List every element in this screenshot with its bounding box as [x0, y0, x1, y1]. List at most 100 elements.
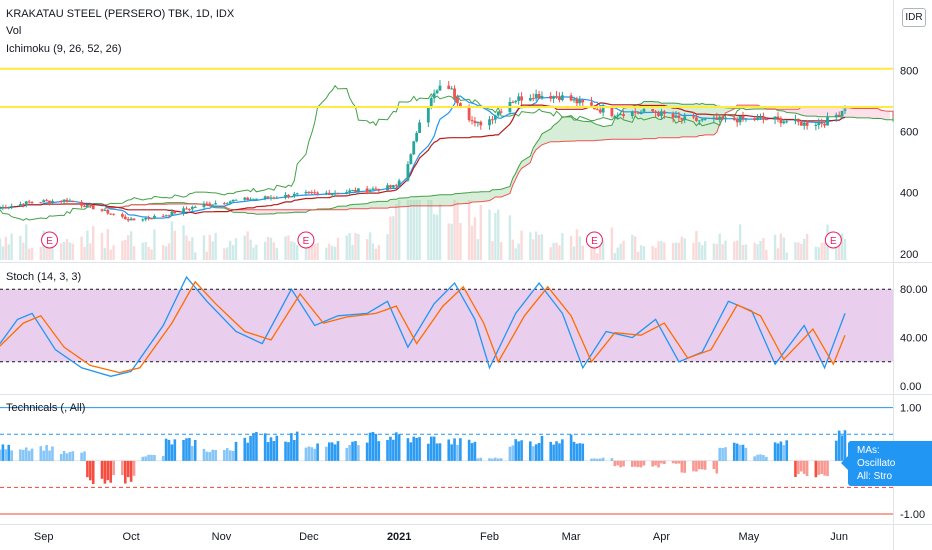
volume-bar [328, 243, 331, 260]
volume-bar [83, 246, 86, 260]
legend-ichimoku[interactable]: Ichimoku (9, 26, 52, 26) [6, 43, 122, 55]
volume-bar [459, 222, 462, 260]
volume-bar [430, 200, 433, 260]
candle-body [453, 88, 456, 98]
volume-bar [534, 231, 538, 260]
technicals-bar [354, 441, 357, 461]
technicals-bar [520, 440, 523, 461]
candle-body [447, 85, 451, 89]
cloud-segment [367, 202, 371, 209]
cloud-segment [247, 209, 251, 214]
volume-bar [622, 240, 625, 260]
price-tick-label: 400 [900, 188, 918, 200]
cloud-segment [460, 192, 470, 204]
technicals-bar [476, 458, 480, 461]
volume-bar [634, 236, 637, 260]
cloud-segment [518, 161, 522, 173]
technicals-bar [718, 447, 722, 461]
legend-technicals[interactable]: Technicals (, All) [6, 402, 86, 414]
volume-bar [19, 235, 22, 260]
technicals-bar [394, 432, 398, 461]
volume-bar [313, 244, 316, 260]
technicals-bar [805, 460, 809, 476]
technicals-bar [429, 436, 433, 461]
technicals-bar [680, 460, 684, 473]
candle-body [45, 200, 49, 202]
candle-body [630, 111, 634, 117]
technicals-bar [208, 452, 212, 461]
candle-body [153, 215, 156, 219]
technicals-bar [45, 444, 48, 461]
volume-bar [103, 248, 107, 260]
technicals-bar [435, 443, 439, 461]
volume-bar [805, 233, 809, 260]
candle-body [214, 203, 218, 205]
technicals-bar [153, 454, 156, 461]
senkou-span-a [104, 101, 894, 215]
legend-stoch[interactable]: Stoch (14, 3, 3) [6, 271, 82, 283]
technicals-bar [596, 458, 599, 461]
technicals-bar [511, 445, 515, 461]
technicals-bar [348, 444, 351, 461]
technicals-bar [83, 451, 86, 461]
volume-bar [92, 226, 95, 260]
candle-body [773, 116, 777, 120]
volume-bar [537, 234, 541, 260]
cloud-segment [881, 110, 886, 120]
volume-bar [336, 237, 340, 260]
volume-bar [642, 246, 646, 260]
volume-bar [654, 247, 657, 260]
technicals-bar [531, 446, 535, 461]
cloud-segment [393, 199, 397, 208]
candle-body [368, 189, 372, 192]
candle-body [575, 99, 579, 104]
technicals-bar [295, 431, 299, 461]
cloud-segment [370, 201, 373, 209]
volume-bar [127, 235, 130, 260]
volume-bar [663, 242, 666, 260]
cloud-segment [413, 196, 417, 206]
volume-bar [121, 240, 124, 260]
volume-bar [671, 243, 675, 260]
technicals-bar [214, 449, 217, 461]
cloud-segment [416, 196, 420, 206]
cloud-segment [536, 139, 540, 150]
time-axis-label: Apr [653, 531, 670, 543]
technicals-bar [456, 445, 459, 461]
currency-badge[interactable]: IDR [902, 8, 926, 27]
technicals-bar [211, 449, 215, 461]
candle-body [161, 215, 165, 217]
volume-bar [814, 246, 818, 260]
price-tick-label: 800 [900, 65, 918, 77]
symbol-title[interactable]: KRAKATAU STEEL (PERSERO) TBK, 1D, IDX [6, 8, 235, 20]
volume-bar [776, 248, 780, 260]
candle-body [86, 204, 89, 208]
technicals-bar [698, 460, 701, 470]
volume-bar [27, 248, 31, 260]
candle-body [18, 204, 22, 206]
cloud-segment [559, 116, 563, 142]
candle-body [348, 190, 352, 193]
cloud-segment [270, 209, 274, 215]
candle-body [549, 96, 553, 99]
legend-vol[interactable]: Vol [6, 25, 22, 37]
candle-body [292, 193, 296, 197]
volume-bar [354, 233, 357, 260]
volume-bar [0, 238, 2, 260]
candle-body [762, 117, 765, 120]
candle-body [511, 101, 515, 103]
volume-bar [511, 239, 515, 260]
time-axis-label: Jun [830, 531, 848, 543]
candle-body [324, 192, 328, 194]
technicals-bar [517, 441, 520, 461]
technicals-bar [164, 438, 168, 461]
candle-body [211, 204, 215, 206]
technicals-bar [234, 441, 238, 461]
candle-body [287, 194, 290, 198]
technicals-bar [185, 438, 188, 461]
cloud-segment [457, 193, 461, 204]
technicals-bar [243, 437, 247, 461]
time-axis-label: Nov [212, 531, 232, 543]
technicals-bar [284, 441, 287, 461]
